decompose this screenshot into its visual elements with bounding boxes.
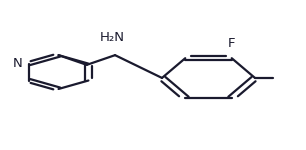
Text: N: N [12, 57, 22, 70]
Text: H₂N: H₂N [99, 31, 125, 44]
Text: F: F [228, 37, 236, 50]
